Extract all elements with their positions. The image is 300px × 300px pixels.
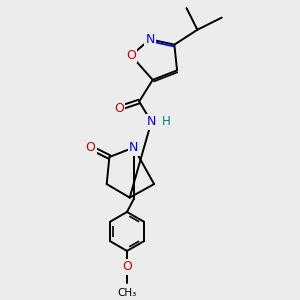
Text: N: N: [145, 33, 155, 46]
Text: N: N: [129, 141, 138, 154]
Text: CH₃: CH₃: [117, 288, 136, 298]
Text: H: H: [162, 115, 170, 128]
Text: O: O: [85, 141, 95, 154]
Text: O: O: [126, 49, 136, 62]
Text: O: O: [114, 102, 124, 115]
Text: O: O: [122, 260, 132, 273]
Text: N: N: [147, 115, 156, 128]
